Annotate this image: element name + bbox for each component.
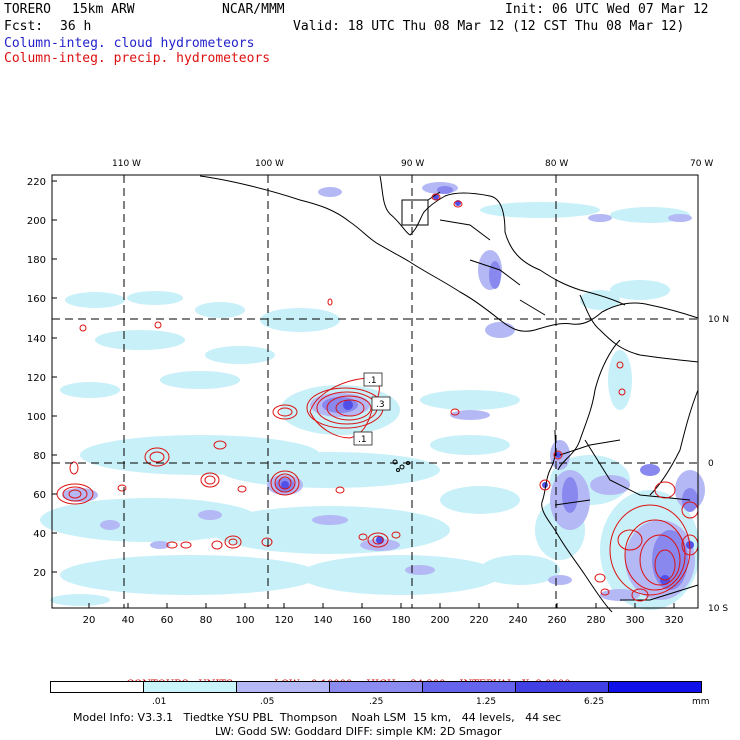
contour-labels: .1 .3 .1 xyxy=(353,372,391,446)
map-frame xyxy=(51,174,699,609)
contour-label-1: .1 xyxy=(368,376,377,386)
y-tick-label: 160 xyxy=(27,294,46,305)
lon-label-80w: 80 W xyxy=(545,159,568,169)
cloud-field-title: Column-integ. cloud hydrometeors xyxy=(4,36,255,51)
lat-label-10s: 10 S xyxy=(708,604,728,614)
precip-contours xyxy=(56,193,699,602)
legend-units: mm xyxy=(692,697,710,707)
legend-label: .25 xyxy=(369,697,384,707)
contour-label-2: .3 xyxy=(376,400,385,410)
legend-swatch xyxy=(330,682,423,692)
y-tick-label: 200 xyxy=(27,216,46,227)
y-tick-label: 180 xyxy=(27,255,46,266)
legend-label: .01 xyxy=(152,697,167,707)
lat-label-10n: 10 N xyxy=(708,315,729,325)
forecast-label: Fcst: xyxy=(4,19,44,34)
galapagos-islands xyxy=(392,459,410,472)
x-axis-labels: 20 40 60 80 100 120 140 160 180 200 220 … xyxy=(83,615,684,626)
color-legend xyxy=(50,681,702,693)
cloud-shading-light xyxy=(40,202,700,610)
lon-label-90w: 90 W xyxy=(401,159,424,169)
legend-swatch xyxy=(516,682,609,692)
y-axis-ticks xyxy=(52,180,57,573)
x-tick-label: 280 xyxy=(586,615,605,626)
x-tick-label: 60 xyxy=(161,615,174,626)
contour-label-3: .1 xyxy=(358,435,367,445)
x-tick-label: 260 xyxy=(547,615,566,626)
physics-info: LW: Godd SW: Goddard DIFF: simple KM: 2D… xyxy=(215,725,502,738)
y-tick-label: 40 xyxy=(33,529,46,540)
lat-labels: 10 N 0 10 S xyxy=(708,315,729,614)
x-tick-label: 220 xyxy=(469,615,488,626)
x-tick-label: 200 xyxy=(430,615,449,626)
legend-swatch xyxy=(609,682,701,692)
x-tick-label: 180 xyxy=(391,615,410,626)
lon-label-110w: 110 W xyxy=(112,159,141,169)
legend-swatch xyxy=(423,682,516,692)
legend-swatch xyxy=(237,682,330,692)
x-tick-label: 100 xyxy=(235,615,254,626)
y-tick-label: 220 xyxy=(27,177,46,188)
model-info: Model Info: V3.3.1 Tiedtke YSU PBL Thomp… xyxy=(73,711,562,724)
x-tick-label: 240 xyxy=(508,615,527,626)
model-resolution: 15km ARW xyxy=(72,2,135,17)
x-tick-label: 160 xyxy=(352,615,371,626)
x-tick-label: 320 xyxy=(664,615,683,626)
y-tick-label: 140 xyxy=(27,334,46,345)
y-tick-label: 20 xyxy=(33,568,46,579)
init-time: Init: 06 UTC Wed 07 Mar 12 xyxy=(505,2,709,17)
lon-label-70w: 70 W xyxy=(690,159,713,169)
y-axis-labels: 220 200 180 160 140 120 100 80 60 40 20 xyxy=(27,177,46,579)
model-name: TORERO xyxy=(4,2,51,17)
coastlines xyxy=(199,175,699,613)
y-tick-label: 60 xyxy=(33,490,46,501)
lat-label-0: 0 xyxy=(708,459,714,469)
lon-label-100w: 100 W xyxy=(255,159,284,169)
legend-swatch xyxy=(51,682,144,692)
x-tick-label: 120 xyxy=(274,615,293,626)
legend-label: 1.25 xyxy=(476,697,497,707)
y-tick-label: 100 xyxy=(27,412,46,423)
center-name: NCAR/MMM xyxy=(222,2,285,17)
legend-label: .05 xyxy=(260,697,275,707)
forecast-hour: 36 h xyxy=(60,19,92,34)
cloud-shading-mid xyxy=(275,186,698,590)
precip-field-title: Column-integ. precip. hydrometeors xyxy=(4,51,271,66)
x-axis-ticks xyxy=(88,603,675,608)
legend-label: 6.25 xyxy=(584,697,605,707)
legend-swatch xyxy=(144,682,237,692)
x-tick-label: 140 xyxy=(313,615,332,626)
y-tick-label: 120 xyxy=(27,373,46,384)
y-tick-label: 80 xyxy=(33,451,46,462)
x-tick-label: 20 xyxy=(83,615,96,626)
x-tick-label: 40 xyxy=(122,615,135,626)
latlon-grid xyxy=(52,175,698,608)
x-tick-label: 80 xyxy=(200,615,213,626)
valid-time: Valid: 18 UTC Thu 08 Mar 12 (12 CST Thu … xyxy=(293,19,685,34)
x-tick-label: 300 xyxy=(625,615,644,626)
